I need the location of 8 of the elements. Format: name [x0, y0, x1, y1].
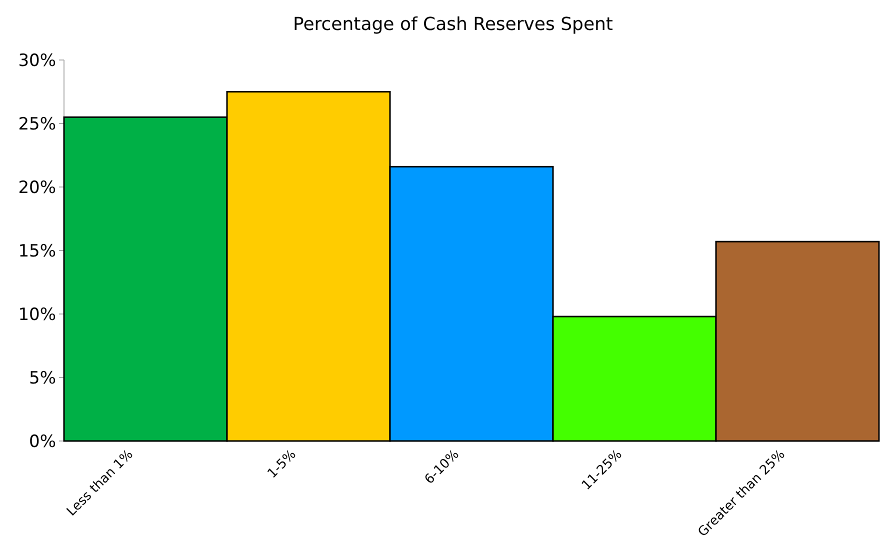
chart-title: Percentage of Cash Reserves Spent: [292, 14, 614, 35]
y-tick-label: 10%: [18, 304, 56, 325]
y-tick-label: 20%: [18, 178, 56, 198]
y-tick-label: 30%: [18, 50, 56, 71]
y-tick-label: 15%: [18, 241, 56, 262]
y-tick-label: 5%: [29, 368, 56, 388]
y-tick-label: 0%: [29, 432, 56, 452]
y-tick-label: 25%: [18, 114, 56, 134]
